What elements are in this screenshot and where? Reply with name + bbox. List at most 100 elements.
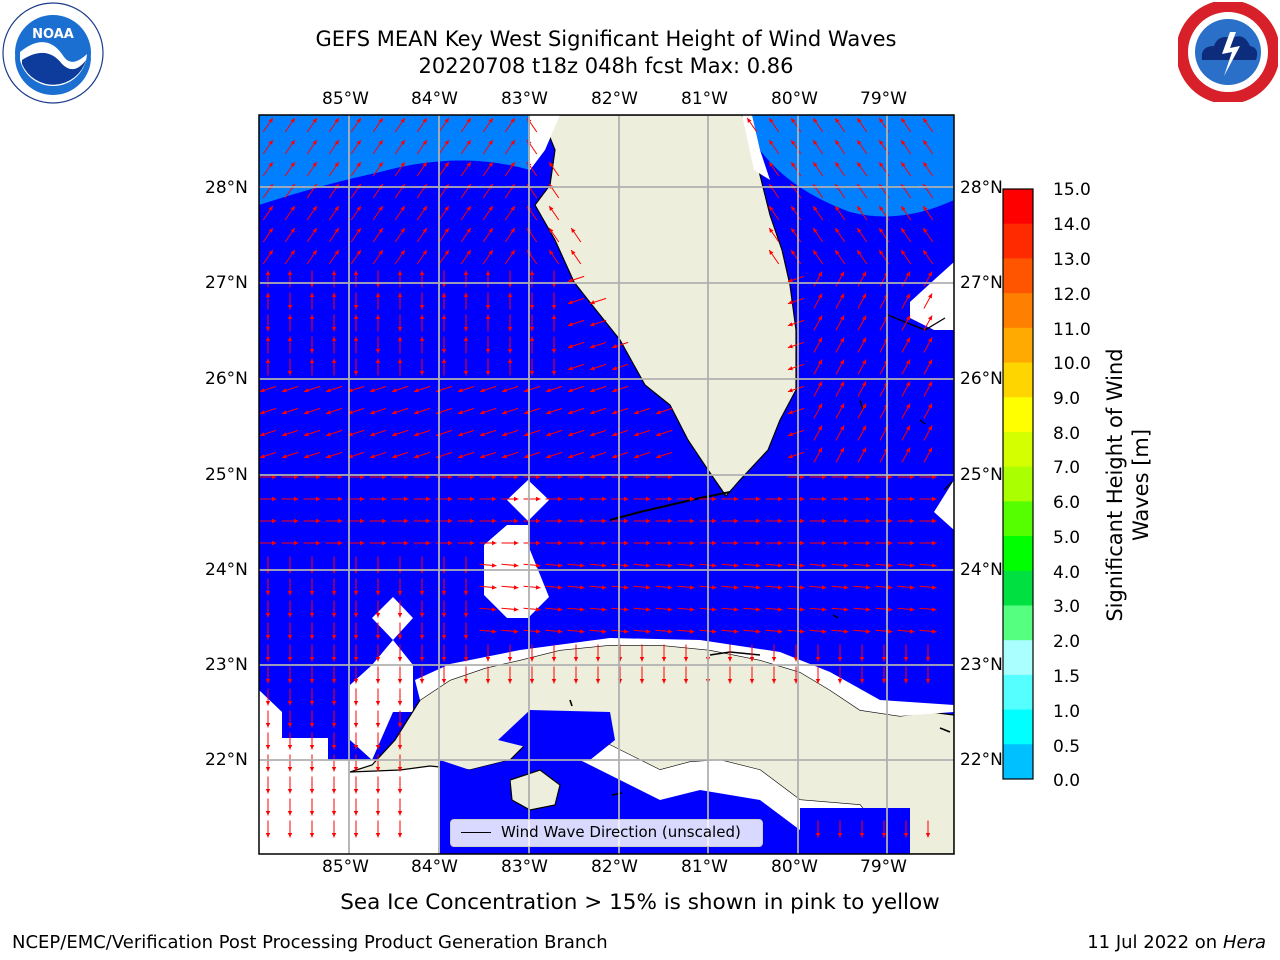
wind-arrow-head [334, 118, 339, 123]
wind-arrow-head [800, 518, 805, 524]
wind-arrow-head [369, 410, 375, 415]
wind-arrow-head [589, 300, 595, 305]
wind-arrow-head [400, 228, 405, 233]
wind-arrow-head [923, 228, 928, 233]
colorbar-tick-label: 14.0 [1053, 215, 1091, 235]
wind-arrow-head [928, 271, 933, 277]
wind-arrow-head [369, 388, 375, 393]
wind-arrow-head [646, 518, 651, 524]
wind-arrow-head [448, 496, 453, 502]
wind-arrow-head [466, 206, 471, 211]
wind-arrow-head [331, 657, 337, 662]
wind-arrow-head [901, 228, 906, 233]
wind-arrow-head [419, 314, 425, 319]
wind-arrow-head [624, 518, 629, 524]
wind-arrow-head [903, 679, 909, 684]
wind-arrow-head [353, 745, 359, 750]
wind-arrow-head [485, 371, 491, 376]
colorbar-bin [1003, 466, 1033, 502]
wind-arrow-head [413, 388, 419, 393]
wind-arrow-head [857, 162, 862, 167]
wind-arrow-head [397, 767, 403, 772]
no-data-patches [259, 262, 954, 854]
colorbar-tick-label: 1.0 [1053, 702, 1081, 722]
florida-keys [609, 491, 731, 521]
wind-arrow-head [668, 518, 673, 524]
wind-arrow-head [507, 327, 513, 332]
ocean-mid-field-atlantic [752, 115, 954, 217]
wind-arrow-head [711, 607, 717, 612]
wind-arrow-head [777, 563, 783, 568]
wind-arrow-head [290, 250, 295, 255]
wind-arrow-head [441, 314, 447, 319]
wind-arrow-head [879, 250, 884, 255]
wind-arrow-head [331, 833, 337, 838]
wind-arrow-head [668, 496, 673, 502]
wind-arrow-head [879, 228, 884, 233]
wind-arrow-head [419, 336, 425, 341]
wind-arrow-head [571, 228, 576, 233]
wind-arrow-head [580, 540, 585, 546]
wind-arrow-head [325, 432, 331, 437]
lat-tick-label: 27°N [960, 273, 1003, 293]
colorbar-tick-label: 7.0 [1053, 458, 1081, 478]
wind-arrow-head [690, 496, 695, 502]
wind-arrow-head [338, 496, 343, 502]
wind-arrow-head [488, 140, 493, 145]
wind-arrow-head [787, 300, 793, 305]
wind-arrow-head [514, 540, 519, 546]
wind-arrow-head [360, 518, 365, 524]
wind-arrow-head [624, 540, 629, 546]
wind-arrow-head [857, 140, 862, 145]
wind-arrow-head [928, 403, 933, 409]
wind-arrow-head [529, 657, 535, 662]
wind-arrow-head [791, 228, 796, 233]
wind-arrow-head [712, 518, 717, 524]
wind-arrow-head [309, 723, 315, 728]
wind-arrow-head [309, 701, 315, 706]
wind-arrow-head [862, 403, 867, 409]
wind-arrow-head [573, 679, 579, 684]
wind-arrow-head [485, 305, 491, 310]
wind-arrow-head [545, 410, 551, 415]
lat-tick-label: 25°N [205, 465, 248, 485]
wind-arrow-head [646, 496, 651, 502]
wind-arrow-head [331, 701, 337, 706]
wind-arrow-head [661, 657, 667, 662]
wind-arrow-head [909, 563, 915, 568]
lon-tick-label: 83°W [501, 89, 548, 109]
wind-arrow-head [309, 283, 315, 288]
wind-arrow-head [906, 425, 911, 431]
wind-arrow-head [382, 540, 387, 546]
lon-tick-label: 82°W [591, 857, 638, 877]
noaa-logo: NOAA [2, 2, 104, 104]
wind-arrow-head [589, 454, 595, 459]
chart-title: GEFS MEAN Key West Significant Height of… [315, 27, 897, 51]
wind-arrow-head [835, 206, 840, 211]
wind-arrow-head [689, 607, 695, 612]
wind-arrow-head [879, 206, 884, 211]
wind-arrow-head [287, 270, 293, 275]
wind-arrow-head [843, 629, 849, 634]
wind-arrow-head [375, 358, 381, 363]
wind-arrow-head [375, 701, 381, 706]
wind-arrow-head [567, 432, 573, 437]
wind-arrow-head [844, 518, 849, 524]
wind-arrow-head [787, 366, 793, 371]
wind-arrow-head [815, 833, 821, 838]
wind-arrow-head [466, 228, 471, 233]
wind-arrow-head [325, 410, 331, 415]
wind-arrow-head [265, 292, 271, 297]
wind-arrow-head [813, 140, 818, 145]
wind-arrow-head [769, 140, 774, 145]
wind-arrow-head [397, 723, 403, 728]
wind-arrow-head [787, 344, 793, 349]
colorbar [1003, 189, 1033, 780]
wind-arrow-head [579, 607, 585, 612]
lat-tick-label: 26°N [205, 369, 248, 389]
wind-arrow-head [331, 327, 337, 332]
wind-arrow-head [397, 292, 403, 297]
wind-arrow-head [866, 518, 871, 524]
wind-arrow-head [268, 250, 273, 255]
wind-arrow-head [265, 270, 271, 275]
